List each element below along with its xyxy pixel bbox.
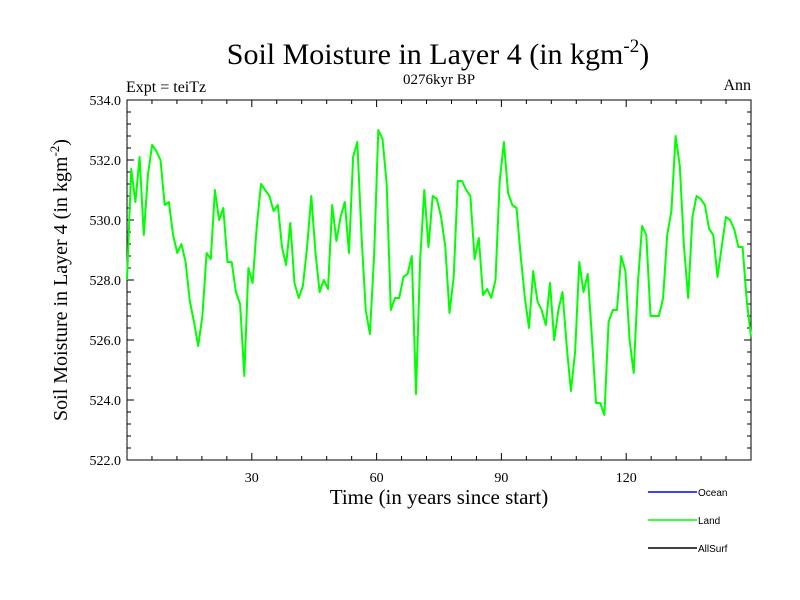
x-tick-label: 30 xyxy=(245,471,259,486)
x-axis-label: Time (in years since start) xyxy=(330,485,549,509)
y-axis-label: Soil Moisture in Layer 4 (in kgm-2) xyxy=(47,139,72,421)
y-tick-label: 528.0 xyxy=(90,274,122,289)
legend-label-ocean: Ocean xyxy=(698,488,727,499)
y-tick-label: 534.0 xyxy=(90,94,122,109)
y-axis-label-superscript: -2 xyxy=(47,146,62,157)
x-axis: 30 60 90 120 xyxy=(126,100,752,486)
legend-label-allsurf: AllSurf xyxy=(698,544,728,555)
legend: Ocean Land AllSurf xyxy=(648,488,728,555)
series-line-land xyxy=(126,129,752,416)
subtitle-left: Expt = teiTz xyxy=(126,79,206,96)
y-tick-label: 526.0 xyxy=(90,334,122,349)
y-axis: 522.0 524.0 526.0 528.0 530.0 532.0 534.0 xyxy=(90,94,751,469)
y-tick-label: 522.0 xyxy=(90,454,122,469)
subtitle-center: 0276kyr BP xyxy=(403,72,475,88)
x-tick-label: 120 xyxy=(616,471,637,486)
subtitle-right: Ann xyxy=(723,77,751,94)
legend-label-land: Land xyxy=(698,516,720,527)
x-tick-label: 60 xyxy=(370,471,384,486)
chart-title-superscript: -2 xyxy=(623,36,639,57)
y-tick-label: 532.0 xyxy=(90,154,122,169)
plot-frame xyxy=(126,99,752,461)
y-tick-label: 524.0 xyxy=(90,394,122,409)
y-tick-label: 530.0 xyxy=(90,214,122,229)
chart-title: Soil Moisture in Layer 4 (in kgm-2) xyxy=(227,36,649,71)
x-tick-label: 90 xyxy=(494,471,508,486)
